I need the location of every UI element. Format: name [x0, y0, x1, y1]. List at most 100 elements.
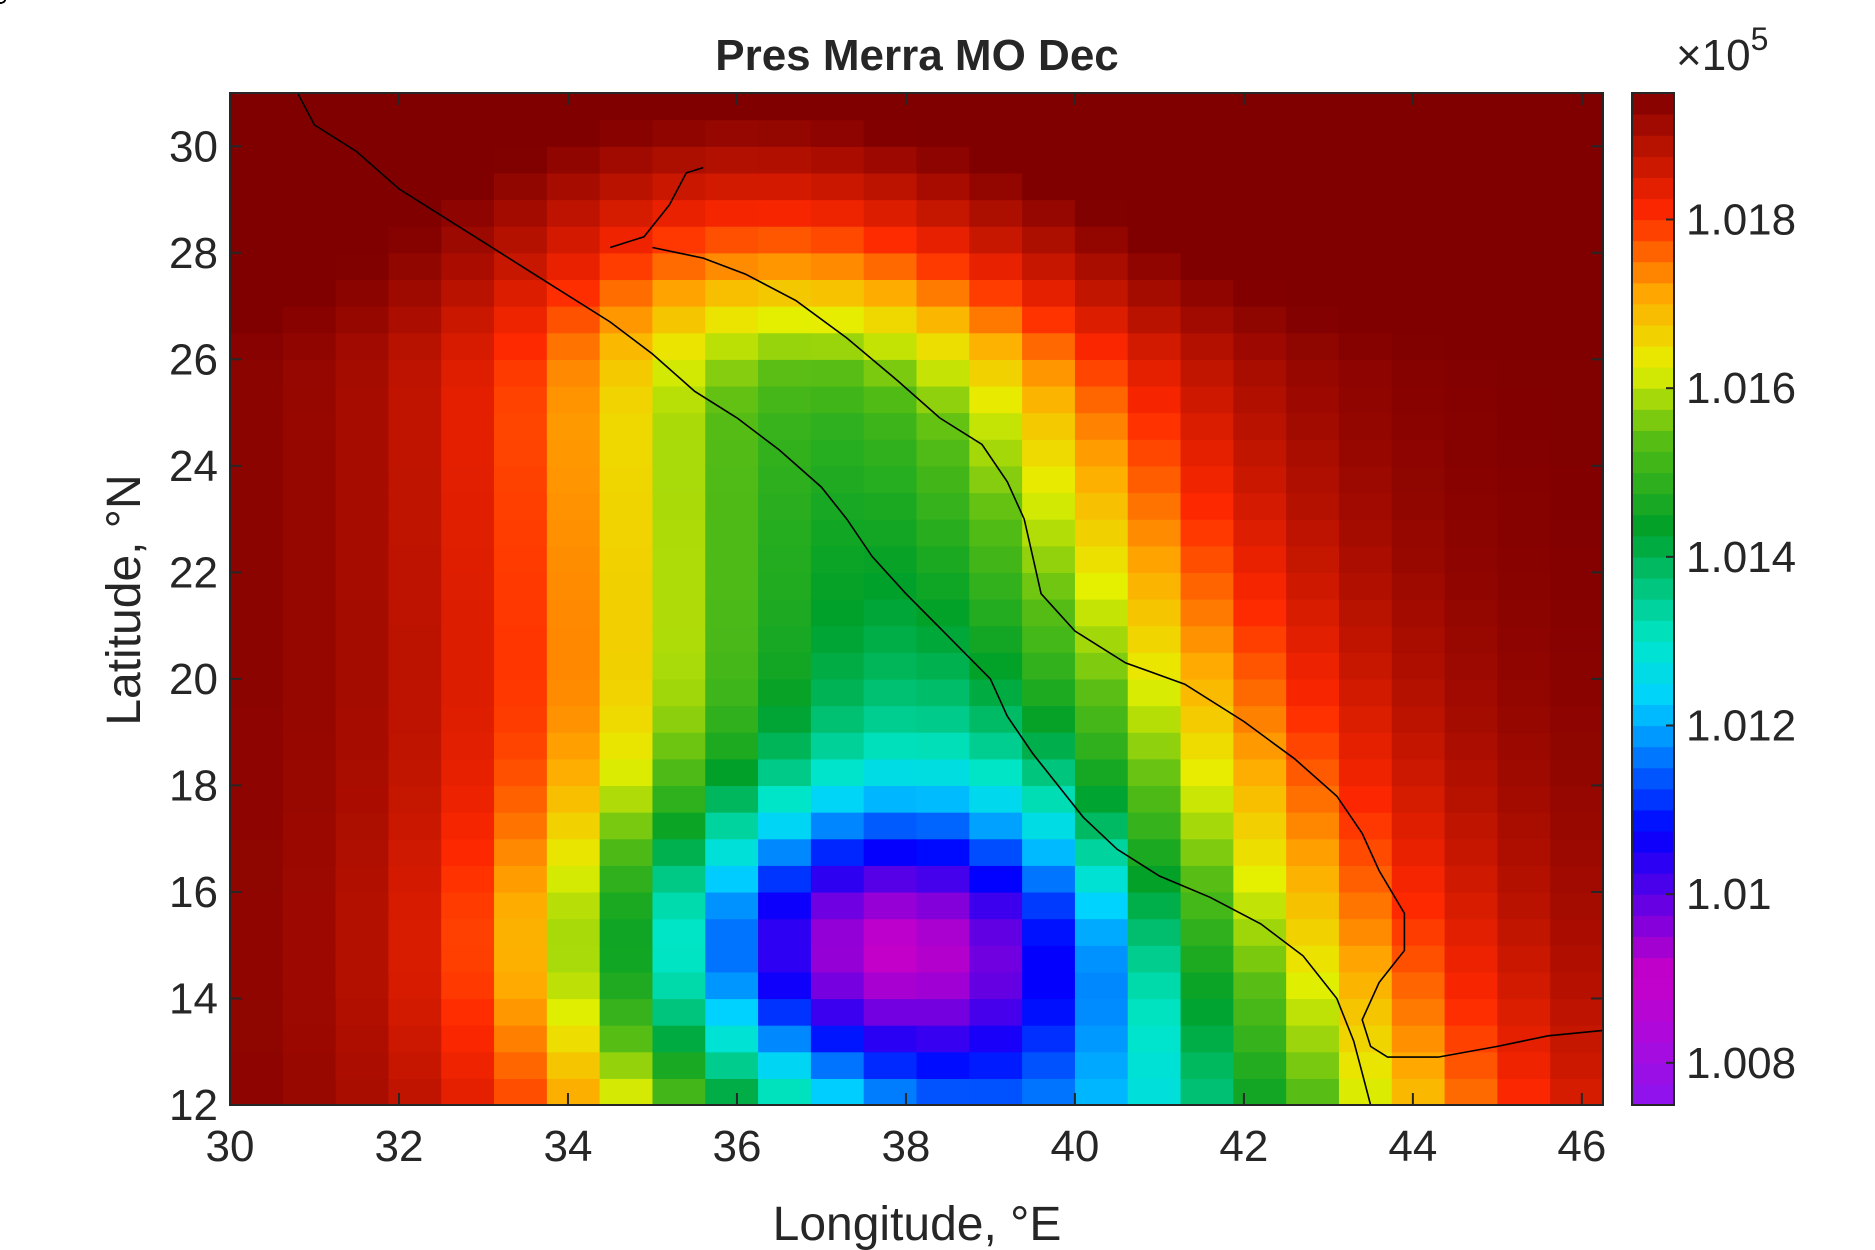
heatmap-cell — [230, 1078, 284, 1106]
heatmap-cell — [705, 625, 759, 653]
heatmap-cell — [282, 492, 337, 520]
heatmap-cell — [1022, 758, 1076, 787]
heatmap-cell — [1550, 1051, 1604, 1079]
heatmap-cell — [705, 865, 759, 893]
heatmap-cell — [335, 332, 390, 360]
heatmap-cell — [1233, 678, 1287, 707]
heatmap-cell — [1550, 678, 1604, 707]
heatmap-cell — [652, 492, 706, 520]
heatmap-cell — [1127, 279, 1182, 307]
heatmap-cell — [335, 785, 390, 813]
heatmap-cell — [1444, 572, 1498, 600]
heatmap-cell — [863, 838, 918, 866]
heatmap-cell — [441, 838, 495, 866]
heatmap-cell — [599, 572, 654, 600]
heatmap-cell — [1497, 572, 1551, 600]
heatmap-cell — [494, 172, 548, 201]
heatmap-cell — [441, 412, 495, 440]
heatmap-cell — [1180, 252, 1234, 281]
heatmap-cell — [758, 492, 812, 520]
heatmap-cell — [863, 945, 918, 973]
heatmap-cell — [1022, 226, 1076, 254]
heatmap-cell — [916, 678, 970, 707]
heatmap-cell — [1286, 732, 1340, 760]
heatmap-cell — [282, 359, 337, 387]
heatmap-cell — [441, 439, 495, 467]
heatmap-cell — [1550, 998, 1604, 1026]
heatmap-cell — [969, 226, 1023, 254]
heatmap-cell — [1074, 93, 1129, 121]
heatmap-cell — [1338, 119, 1393, 147]
heatmap-cell — [388, 332, 442, 360]
colorbar-segment — [1632, 409, 1674, 431]
heatmap-cell — [810, 865, 865, 893]
heatmap-cell — [546, 918, 601, 946]
heatmap-cell — [546, 519, 601, 547]
heatmap-cell — [282, 279, 337, 307]
heatmap-cell — [1233, 306, 1287, 334]
heatmap-cell — [863, 279, 918, 307]
heatmap-cell — [1338, 306, 1393, 334]
heatmap-cell — [546, 279, 601, 307]
heatmap-cell — [1286, 865, 1340, 893]
heatmap-cell — [282, 1051, 337, 1079]
heatmap-cell — [705, 998, 759, 1026]
heatmap-cell — [1444, 146, 1498, 174]
colorbar-segment — [1632, 1083, 1674, 1106]
heatmap-cell — [1127, 492, 1182, 520]
heatmap-cell — [494, 625, 548, 653]
heatmap-cell — [1550, 599, 1604, 627]
heatmap-cell — [599, 1025, 654, 1053]
heatmap-cell — [230, 519, 284, 547]
heatmap-cell — [335, 812, 390, 840]
heatmap-cell — [1022, 865, 1076, 893]
heatmap-cell — [1074, 119, 1129, 147]
heatmap-cell — [810, 732, 865, 760]
heatmap-cell — [1180, 385, 1234, 414]
heatmap-cell — [388, 599, 442, 627]
heatmap-cell — [1127, 199, 1182, 227]
heatmap-cell — [1444, 1051, 1498, 1079]
heatmap-cell — [1391, 359, 1446, 387]
heatmap-cell — [1233, 332, 1287, 360]
heatmap-cell — [916, 785, 970, 813]
heatmap-cell — [1391, 1025, 1446, 1053]
heatmap-cell — [230, 678, 284, 707]
heatmap-cell — [282, 625, 337, 653]
colorbar-segment — [1632, 915, 1674, 937]
heatmap-cell — [1022, 519, 1076, 547]
heatmap-cell — [969, 279, 1023, 307]
heatmap-cell — [705, 678, 759, 707]
heatmap-cell — [705, 252, 759, 281]
heatmap-cell — [335, 945, 390, 973]
heatmap-cell — [1550, 918, 1604, 946]
heatmap-cell — [599, 838, 654, 866]
heatmap-cell — [969, 465, 1023, 494]
heatmap-cell — [335, 758, 390, 787]
heatmap-cell — [916, 93, 970, 121]
heatmap-cell — [1497, 918, 1551, 946]
heatmap-cell — [388, 705, 442, 733]
colorbar-segment — [1632, 451, 1674, 474]
heatmap-cell — [969, 332, 1023, 360]
heatmap-cell — [494, 838, 548, 866]
heatmap-cell — [969, 385, 1023, 414]
heatmap-cell — [494, 332, 548, 360]
heatmap-cell — [863, 891, 918, 920]
heatmap-cell — [758, 519, 812, 547]
heatmap-cell — [1233, 625, 1287, 653]
heatmap-cell — [1127, 412, 1182, 440]
heatmap-cell — [652, 1025, 706, 1053]
heatmap-cell — [1497, 519, 1551, 547]
heatmap-cell — [810, 252, 865, 281]
heatmap-cell — [599, 998, 654, 1026]
heatmap-cell — [599, 1078, 654, 1106]
heatmap-cell — [863, 652, 918, 680]
heatmap-cell — [1022, 891, 1076, 920]
heatmap-cell — [652, 385, 706, 414]
heatmap-cell — [1286, 252, 1340, 281]
heatmap-cell — [230, 492, 284, 520]
colorbar-segment — [1632, 388, 1674, 410]
heatmap-cell — [1233, 199, 1287, 227]
heatmap-cell — [758, 439, 812, 467]
